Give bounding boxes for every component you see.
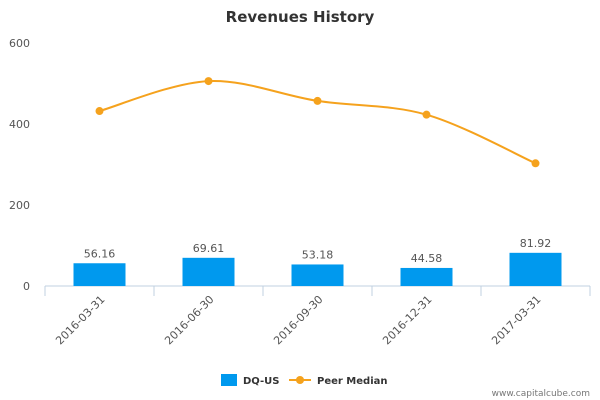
- peer-median-point: [204, 77, 213, 86]
- bar-dq-us: [400, 267, 453, 286]
- legend-swatch-peer-median-marker: [296, 376, 304, 384]
- x-tick-label: 2017-03-31: [489, 293, 543, 347]
- line-series: [95, 77, 540, 168]
- bar-data-label: 44.58: [411, 252, 443, 265]
- y-tick-label: 200: [9, 199, 30, 212]
- x-axis: 2016-03-31 2016-06-30 2016-09-30 2016-12-31…: [44, 286, 591, 347]
- credit-text: www.capitalcube.com: [492, 389, 590, 399]
- bar-dq-us: [291, 264, 344, 286]
- peer-median-point: [95, 107, 104, 116]
- y-tick-label: 0: [23, 280, 30, 293]
- x-tick-label: 2016-09-30: [271, 293, 325, 347]
- legend: DQ-US Peer Median: [221, 374, 388, 387]
- bar-data-label: 56.16: [84, 247, 116, 260]
- x-tick-label: 2016-03-31: [53, 293, 107, 347]
- chart-title: Revenues History: [226, 8, 375, 26]
- peer-median-point: [313, 96, 322, 105]
- x-tick-label: 2016-06-30: [162, 293, 216, 347]
- bar-data-labels: 56.16 69.61 53.18 44.58 81.92: [84, 237, 552, 265]
- y-tick-label: 600: [9, 37, 30, 50]
- bar-dq-us: [182, 257, 235, 286]
- legend-label-peer-median: Peer Median: [317, 376, 388, 387]
- y-tick-label: 400: [9, 118, 30, 131]
- bar-data-label: 53.18: [302, 248, 334, 261]
- peer-median-point: [531, 159, 540, 168]
- peer-median-line: [99, 80, 536, 165]
- legend-swatch-dq-us: [221, 374, 237, 386]
- bar-series: [73, 252, 562, 286]
- bar-data-label: 81.92: [520, 237, 552, 250]
- bar-data-label: 69.61: [193, 242, 225, 255]
- y-axis: 0 200 400 600: [9, 37, 30, 293]
- legend-label-dq-us: DQ-US: [243, 376, 279, 387]
- x-tick-label: 2016-12-31: [380, 293, 434, 347]
- peer-median-point: [422, 110, 431, 119]
- bar-dq-us: [73, 263, 126, 286]
- bar-dq-us: [509, 252, 562, 286]
